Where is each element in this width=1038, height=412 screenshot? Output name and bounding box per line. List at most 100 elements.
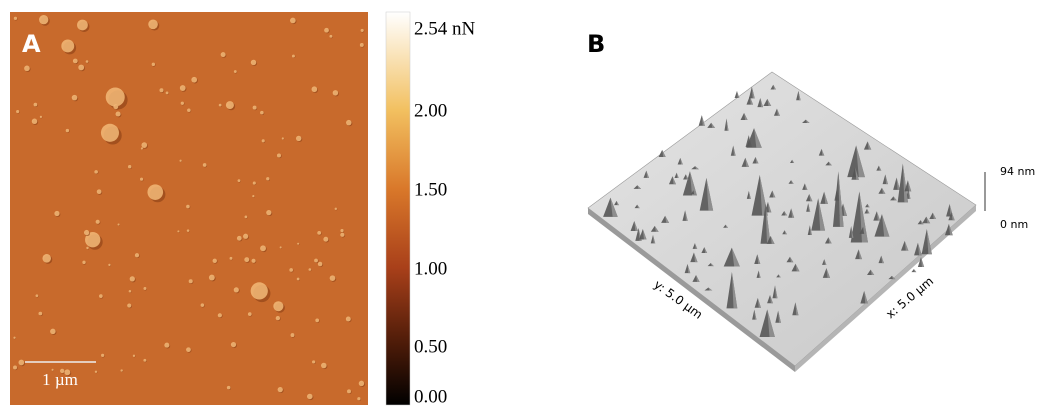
particle	[143, 359, 146, 362]
particle	[323, 237, 328, 242]
particle	[186, 347, 191, 352]
particle	[187, 108, 191, 112]
particle	[97, 189, 102, 194]
particle	[66, 129, 69, 132]
colorbar-label: 2.00	[414, 100, 447, 121]
colorbar-label: 1.00	[414, 258, 447, 279]
particle	[231, 342, 236, 347]
panel-label: B	[587, 30, 605, 58]
particle	[13, 366, 17, 370]
particle	[312, 360, 315, 363]
particle	[133, 355, 135, 357]
particle	[314, 259, 318, 263]
particle	[96, 220, 100, 224]
figure: A 1 µm 2.54 nN2.001.501.000.500.00 B 94 …	[0, 0, 1038, 407]
particle	[127, 303, 131, 307]
particle	[129, 290, 132, 293]
particle	[50, 329, 56, 335]
particle	[61, 40, 74, 53]
particle	[54, 211, 59, 216]
particle	[42, 254, 51, 263]
particle	[24, 66, 30, 72]
particle	[181, 102, 184, 105]
particle	[340, 229, 343, 232]
particle	[141, 147, 143, 149]
particle	[140, 178, 143, 181]
colorbar-label: 2.54 nN	[414, 18, 476, 39]
particle	[273, 301, 283, 311]
particle	[234, 70, 237, 73]
particle	[346, 317, 351, 322]
particle	[106, 88, 125, 107]
particle	[159, 88, 163, 92]
particle	[330, 275, 336, 281]
particle	[99, 294, 103, 298]
particle	[108, 264, 110, 266]
particle	[312, 86, 318, 92]
particle	[82, 261, 85, 264]
particle	[297, 243, 299, 245]
particle	[78, 65, 84, 71]
particle	[189, 279, 193, 283]
particle	[86, 247, 88, 249]
particle	[289, 268, 293, 272]
particle	[120, 369, 122, 371]
particle	[290, 18, 296, 24]
surface	[588, 72, 976, 366]
particle	[164, 343, 169, 348]
particle	[244, 257, 249, 262]
particle	[14, 17, 17, 20]
particle	[361, 29, 364, 32]
particle	[357, 397, 360, 400]
particle	[227, 386, 231, 390]
particle	[253, 182, 256, 185]
particle	[40, 116, 42, 118]
particle	[307, 394, 313, 400]
particle	[152, 63, 155, 66]
particle	[251, 60, 256, 65]
particle	[309, 268, 312, 271]
particle	[248, 312, 252, 316]
particle	[237, 236, 242, 241]
particle	[277, 154, 281, 158]
particle	[221, 52, 226, 57]
particle	[86, 60, 89, 63]
particle	[329, 35, 332, 38]
particle	[245, 216, 248, 219]
particle	[143, 287, 146, 290]
particle	[34, 103, 38, 107]
particle	[135, 253, 139, 257]
particle	[39, 15, 48, 24]
page: {"panel_a": {"label": "A", "scale_bar": …	[0, 0, 1038, 407]
particle	[262, 139, 265, 142]
particle	[186, 205, 190, 209]
particle	[278, 387, 283, 392]
particle	[84, 230, 89, 235]
particle	[276, 316, 280, 320]
particle	[346, 120, 351, 125]
z-max-label: 94 nm	[1000, 165, 1035, 178]
particle	[19, 360, 25, 366]
particle	[340, 233, 344, 237]
particle	[191, 77, 197, 83]
particle	[315, 319, 319, 323]
particle	[243, 234, 248, 239]
particle	[128, 165, 131, 168]
particle	[333, 90, 338, 95]
particle	[234, 287, 239, 292]
particle	[226, 101, 234, 109]
particle	[317, 231, 321, 235]
panel-label: A	[22, 30, 41, 58]
particle	[238, 179, 241, 182]
particle	[321, 363, 327, 369]
particle	[253, 106, 257, 110]
particle	[13, 337, 15, 339]
particle	[360, 43, 364, 47]
particle	[95, 371, 97, 373]
colorbar-label: 0.50	[414, 336, 447, 357]
particle	[36, 294, 39, 297]
particle	[218, 313, 222, 317]
particle	[39, 312, 43, 316]
particle	[16, 110, 19, 113]
particle	[148, 20, 158, 30]
